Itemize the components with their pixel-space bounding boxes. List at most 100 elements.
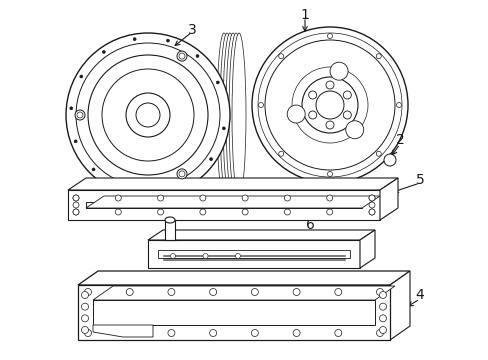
Circle shape (325, 121, 333, 129)
Ellipse shape (223, 33, 237, 197)
Polygon shape (86, 196, 379, 208)
Polygon shape (148, 240, 359, 268)
Circle shape (327, 171, 332, 176)
Circle shape (325, 81, 333, 89)
Circle shape (84, 288, 91, 296)
Polygon shape (158, 250, 349, 258)
Circle shape (196, 54, 199, 58)
Circle shape (203, 253, 207, 258)
Circle shape (292, 329, 300, 337)
Circle shape (292, 288, 300, 296)
Circle shape (368, 202, 374, 208)
Circle shape (291, 67, 367, 143)
Circle shape (73, 209, 79, 215)
Circle shape (92, 168, 95, 171)
Circle shape (315, 91, 343, 119)
Circle shape (383, 154, 395, 166)
Text: 3: 3 (187, 23, 196, 37)
Circle shape (235, 253, 240, 258)
Text: 4: 4 (415, 288, 424, 302)
Text: 5: 5 (415, 173, 424, 187)
Circle shape (216, 81, 219, 84)
Circle shape (200, 195, 205, 201)
Circle shape (334, 288, 341, 296)
Polygon shape (148, 230, 374, 240)
Circle shape (368, 209, 374, 215)
Circle shape (70, 107, 73, 110)
Circle shape (368, 209, 374, 215)
Polygon shape (359, 230, 374, 268)
Circle shape (126, 93, 170, 137)
Circle shape (251, 288, 258, 296)
Circle shape (376, 288, 383, 296)
Circle shape (302, 77, 357, 133)
Circle shape (126, 288, 133, 296)
Circle shape (200, 209, 205, 215)
Text: 1: 1 (300, 8, 309, 22)
Text: 2: 2 (395, 133, 404, 147)
Polygon shape (78, 271, 409, 285)
Circle shape (278, 54, 283, 59)
Circle shape (102, 69, 194, 161)
Circle shape (133, 38, 136, 41)
Circle shape (80, 75, 82, 78)
Circle shape (376, 54, 381, 59)
Circle shape (329, 62, 347, 80)
Circle shape (73, 195, 79, 201)
Polygon shape (389, 271, 409, 340)
Ellipse shape (228, 33, 243, 197)
Circle shape (126, 329, 133, 337)
Circle shape (308, 111, 316, 119)
Polygon shape (93, 325, 153, 337)
Circle shape (115, 195, 121, 201)
Circle shape (334, 329, 341, 337)
Circle shape (166, 39, 169, 42)
Circle shape (379, 303, 386, 310)
Circle shape (81, 315, 88, 322)
Ellipse shape (225, 33, 240, 197)
Circle shape (258, 33, 401, 177)
Circle shape (73, 209, 79, 215)
Text: 6: 6 (305, 218, 314, 232)
Circle shape (157, 195, 163, 201)
Circle shape (251, 329, 258, 337)
Circle shape (74, 140, 77, 143)
Circle shape (184, 180, 187, 183)
Circle shape (66, 33, 229, 197)
Ellipse shape (220, 33, 234, 197)
Polygon shape (93, 300, 374, 325)
Circle shape (258, 103, 263, 108)
Circle shape (120, 186, 123, 189)
Circle shape (379, 292, 386, 298)
Circle shape (170, 253, 175, 258)
Ellipse shape (231, 33, 245, 197)
Circle shape (242, 209, 247, 215)
Polygon shape (68, 190, 379, 220)
Circle shape (396, 103, 401, 108)
Circle shape (84, 329, 91, 337)
Circle shape (343, 111, 350, 119)
Polygon shape (68, 178, 397, 190)
Circle shape (326, 209, 332, 215)
Circle shape (73, 195, 79, 201)
Polygon shape (93, 286, 394, 300)
Circle shape (376, 329, 383, 337)
Circle shape (345, 121, 363, 139)
Circle shape (284, 195, 290, 201)
Circle shape (136, 103, 160, 127)
Circle shape (81, 292, 88, 298)
Circle shape (167, 329, 175, 337)
Polygon shape (379, 178, 397, 220)
Ellipse shape (164, 217, 175, 223)
Circle shape (326, 195, 332, 201)
Ellipse shape (217, 33, 230, 197)
Circle shape (179, 171, 184, 177)
Circle shape (102, 50, 105, 53)
Circle shape (81, 327, 88, 333)
Circle shape (73, 202, 79, 208)
Circle shape (242, 195, 247, 201)
Circle shape (115, 209, 121, 215)
Circle shape (177, 169, 186, 179)
Circle shape (209, 288, 216, 296)
Circle shape (81, 303, 88, 310)
